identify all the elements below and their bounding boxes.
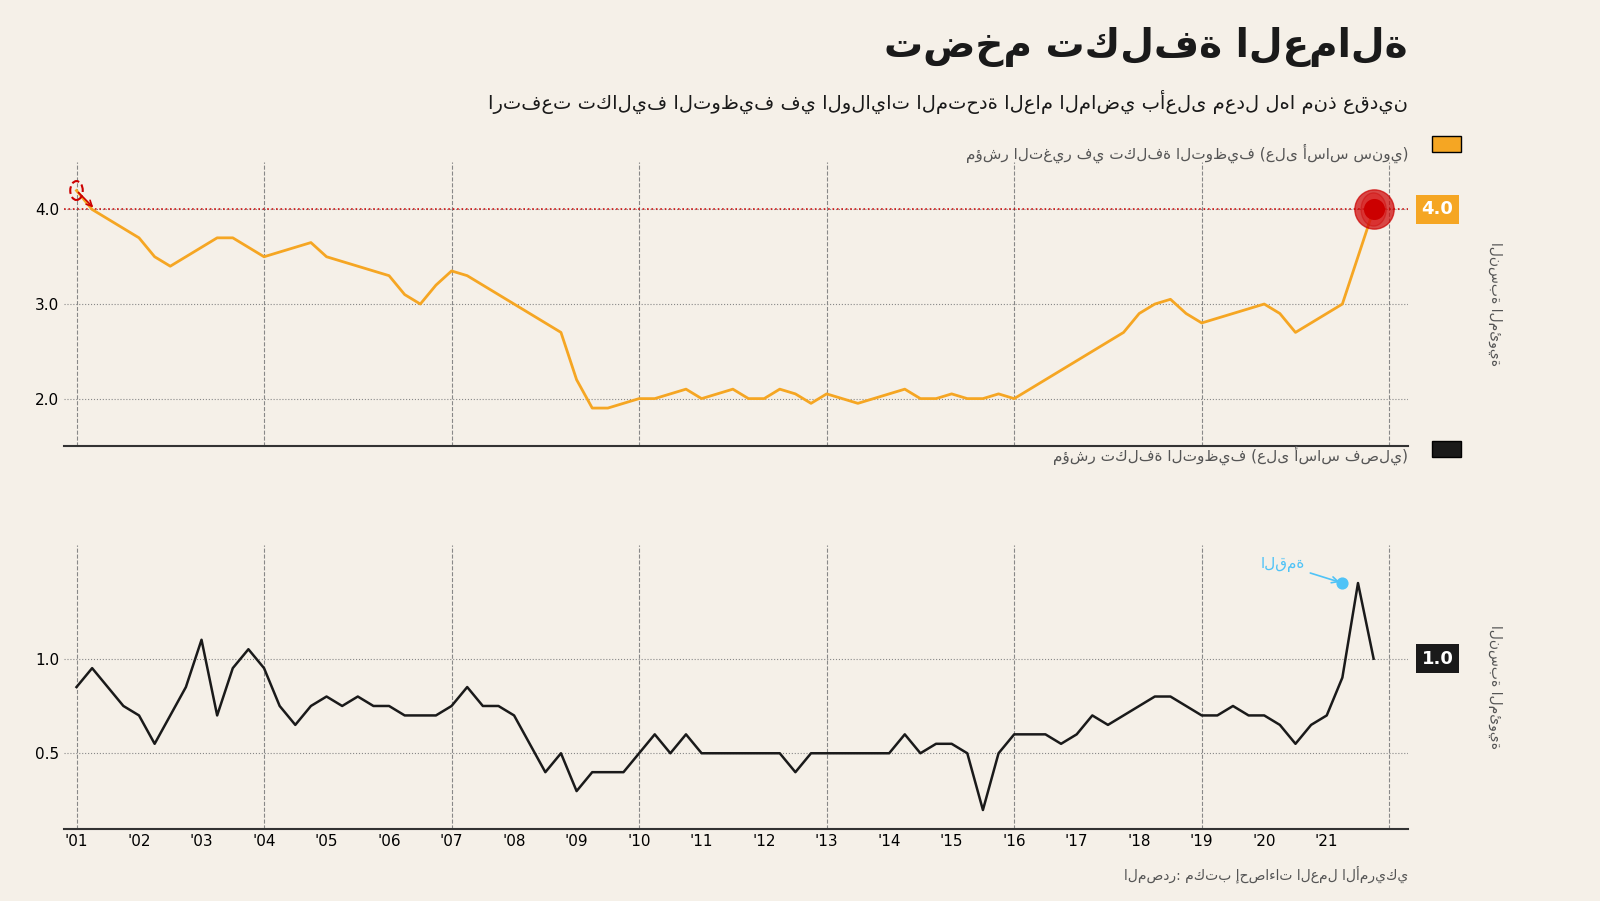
Text: المصدر: مكتب إحصاءات العمل الأمريكي: المصدر: مكتب إحصاءات العمل الأمريكي [1123, 866, 1408, 883]
Text: مؤشر تكلفة التوظيف (على أساس فصلي): مؤشر تكلفة التوظيف (على أساس فصلي) [1053, 446, 1408, 465]
Point [1362, 202, 1387, 216]
Point [1362, 202, 1387, 216]
Text: 4.0: 4.0 [1421, 200, 1453, 218]
Text: 1.0: 1.0 [1421, 650, 1453, 668]
Text: النسبة المئوية: النسبة المئوية [1488, 242, 1502, 366]
Ellipse shape [1362, 193, 1386, 226]
Point [1330, 576, 1355, 590]
Text: القمة: القمة [1261, 557, 1338, 583]
Text: تضخم تكلفة العمالة: تضخم تكلفة العمالة [885, 27, 1408, 67]
Text: النسبة المئوية: النسبة المئوية [1488, 625, 1502, 749]
Text: مؤشر التغير في تكلفة التوظيف (على أساس سنوي): مؤشر التغير في تكلفة التوظيف (على أساس س… [965, 144, 1408, 163]
Text: ارتفعت تكاليف التوظيف في الولايات المتحدة العام الماضي بأعلى معدل لها منذ عقدين: ارتفعت تكاليف التوظيف في الولايات المتحد… [488, 90, 1408, 114]
